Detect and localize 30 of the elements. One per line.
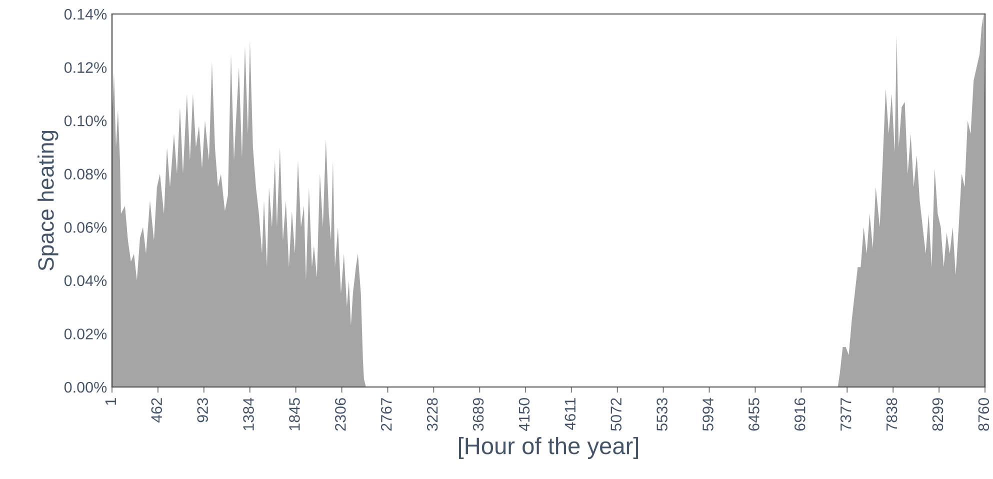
x-tick-label: 923 xyxy=(197,398,208,422)
y-tick-label: 0.10% xyxy=(64,115,107,126)
x-tick-label: 8760 xyxy=(978,398,990,431)
x-tick-label: 7838 xyxy=(886,398,898,431)
x-tick-label: 2306 xyxy=(335,398,346,431)
y-tick-label: 0.14% xyxy=(64,8,107,20)
x-tick-label: 6455 xyxy=(748,398,760,431)
y-tick-label: 0.06% xyxy=(64,222,107,233)
x-tick-label: 1 xyxy=(105,398,116,405)
y-tick-label: 0.04% xyxy=(64,275,107,286)
x-tick-label: 2767 xyxy=(380,398,392,431)
x-tick-label: 5533 xyxy=(656,398,668,431)
x-tick-label: 4150 xyxy=(518,398,530,432)
x-tick-label: 1384 xyxy=(243,398,254,430)
x-tick-label: 7377 xyxy=(840,398,852,431)
y-tick-label: 0.12% xyxy=(64,62,107,73)
x-tick-label: 6916 xyxy=(794,398,806,431)
x-tick-label: 1845 xyxy=(289,398,300,430)
x-axis-title: [Hour of the year] xyxy=(458,436,638,459)
x-tick-label: 462 xyxy=(151,398,162,423)
y-axis-title: Space heating xyxy=(38,130,58,271)
x-tick-label: 4611 xyxy=(564,398,576,430)
y-tick-label: 0.02% xyxy=(64,328,107,340)
x-tick-label: 5072 xyxy=(610,398,622,431)
y-tick-label: 0.00% xyxy=(64,382,107,393)
x-tick-label: 5994 xyxy=(702,398,714,431)
y-tick-label: 0.08% xyxy=(64,168,107,180)
x-tick-label: 8299 xyxy=(932,398,944,431)
x-tick-label: 3228 xyxy=(426,398,438,431)
x-tick-label: 3689 xyxy=(472,398,484,431)
